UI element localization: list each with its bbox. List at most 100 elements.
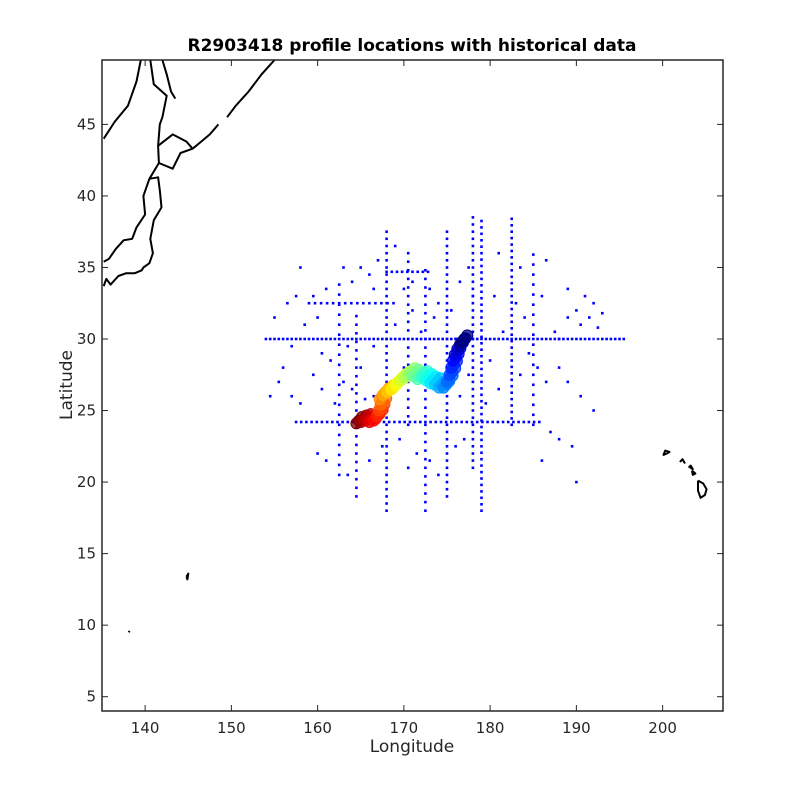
historical-point xyxy=(294,420,298,424)
historical-point xyxy=(480,477,483,480)
historical-point xyxy=(471,459,475,462)
historical-point xyxy=(575,309,578,312)
historical-point xyxy=(320,387,324,391)
historical-point xyxy=(570,445,574,448)
historical-point xyxy=(480,387,483,390)
historical-point xyxy=(395,270,399,274)
historical-point xyxy=(445,430,449,434)
historical-point xyxy=(532,403,535,407)
historical-point xyxy=(385,251,388,255)
historical-point xyxy=(549,430,552,434)
historical-point xyxy=(424,346,427,349)
historical-point xyxy=(424,329,427,332)
y-tick-label: 45 xyxy=(77,115,96,133)
historical-point xyxy=(424,277,427,281)
profile-point xyxy=(455,335,468,348)
historical-point xyxy=(510,314,513,317)
historical-point xyxy=(359,366,362,369)
historical-point xyxy=(540,459,544,462)
historical-point xyxy=(346,473,350,477)
historical-point xyxy=(337,301,341,305)
historical-point xyxy=(532,343,535,346)
historical-point xyxy=(532,363,535,367)
historical-point xyxy=(406,415,410,418)
historical-point xyxy=(406,406,410,409)
historical-point xyxy=(385,273,388,276)
historical-point xyxy=(596,326,600,329)
historical-point xyxy=(424,389,427,392)
historical-point xyxy=(532,373,535,377)
historical-point xyxy=(480,380,483,384)
historical-point xyxy=(415,452,419,455)
historical-point xyxy=(532,353,535,356)
historical-point xyxy=(519,373,522,377)
historical-point xyxy=(277,380,281,384)
historical-point xyxy=(480,335,483,339)
historical-point xyxy=(385,366,388,369)
historical-point xyxy=(374,301,377,305)
historical-point xyxy=(385,294,388,298)
historical-point xyxy=(540,337,544,341)
historical-point xyxy=(299,337,302,341)
historical-point xyxy=(471,251,475,255)
historical-point xyxy=(444,420,448,424)
historical-point xyxy=(527,337,531,341)
historical-point xyxy=(368,459,371,462)
historical-point xyxy=(337,433,341,437)
historical-point xyxy=(510,256,513,259)
historical-point xyxy=(390,270,394,274)
historical-point xyxy=(392,301,395,305)
historical-point xyxy=(310,420,313,424)
coastline xyxy=(191,123,220,150)
historical-point xyxy=(337,337,341,341)
historical-point xyxy=(480,348,483,351)
historical-point xyxy=(501,337,505,341)
historical-point xyxy=(406,251,410,255)
historical-point xyxy=(497,387,500,391)
historical-point xyxy=(540,294,544,298)
historical-point xyxy=(496,420,500,424)
historical-point xyxy=(510,269,513,272)
historical-point xyxy=(324,337,328,341)
historical-point xyxy=(480,296,483,300)
historical-point xyxy=(385,430,388,434)
historical-point xyxy=(385,266,388,269)
historical-point xyxy=(510,378,513,382)
historical-point xyxy=(320,337,324,341)
historical-point xyxy=(471,423,475,427)
historical-point xyxy=(333,337,337,341)
historical-point xyxy=(419,330,423,334)
historical-point xyxy=(385,352,388,355)
historical-point xyxy=(415,337,419,341)
historical-point xyxy=(290,337,293,341)
y-tick-label: 5 xyxy=(86,688,96,706)
historical-point xyxy=(532,323,535,326)
historical-point xyxy=(428,287,431,291)
historical-point xyxy=(538,420,541,424)
historical-point xyxy=(480,438,483,442)
historical-point xyxy=(411,280,414,284)
historical-point xyxy=(592,337,595,341)
historical-point xyxy=(467,266,470,269)
historical-point xyxy=(424,311,427,315)
historical-point xyxy=(424,397,427,401)
historical-point xyxy=(510,230,513,233)
historical-point xyxy=(368,337,371,341)
historical-point xyxy=(402,287,406,291)
historical-point xyxy=(532,283,535,286)
historical-point xyxy=(517,420,520,424)
coastline xyxy=(697,479,708,499)
historical-point xyxy=(519,266,522,269)
historical-point xyxy=(471,273,475,276)
historical-point xyxy=(510,423,513,427)
historical-point xyxy=(331,420,334,424)
historical-point xyxy=(471,223,475,226)
historical-point xyxy=(411,337,414,341)
historical-point xyxy=(493,337,496,341)
historical-point xyxy=(510,372,513,375)
historical-point xyxy=(368,301,371,305)
historical-point xyxy=(510,359,513,362)
historical-point xyxy=(385,480,388,484)
historical-point xyxy=(480,322,483,326)
x-tick-label: 150 xyxy=(217,719,246,737)
